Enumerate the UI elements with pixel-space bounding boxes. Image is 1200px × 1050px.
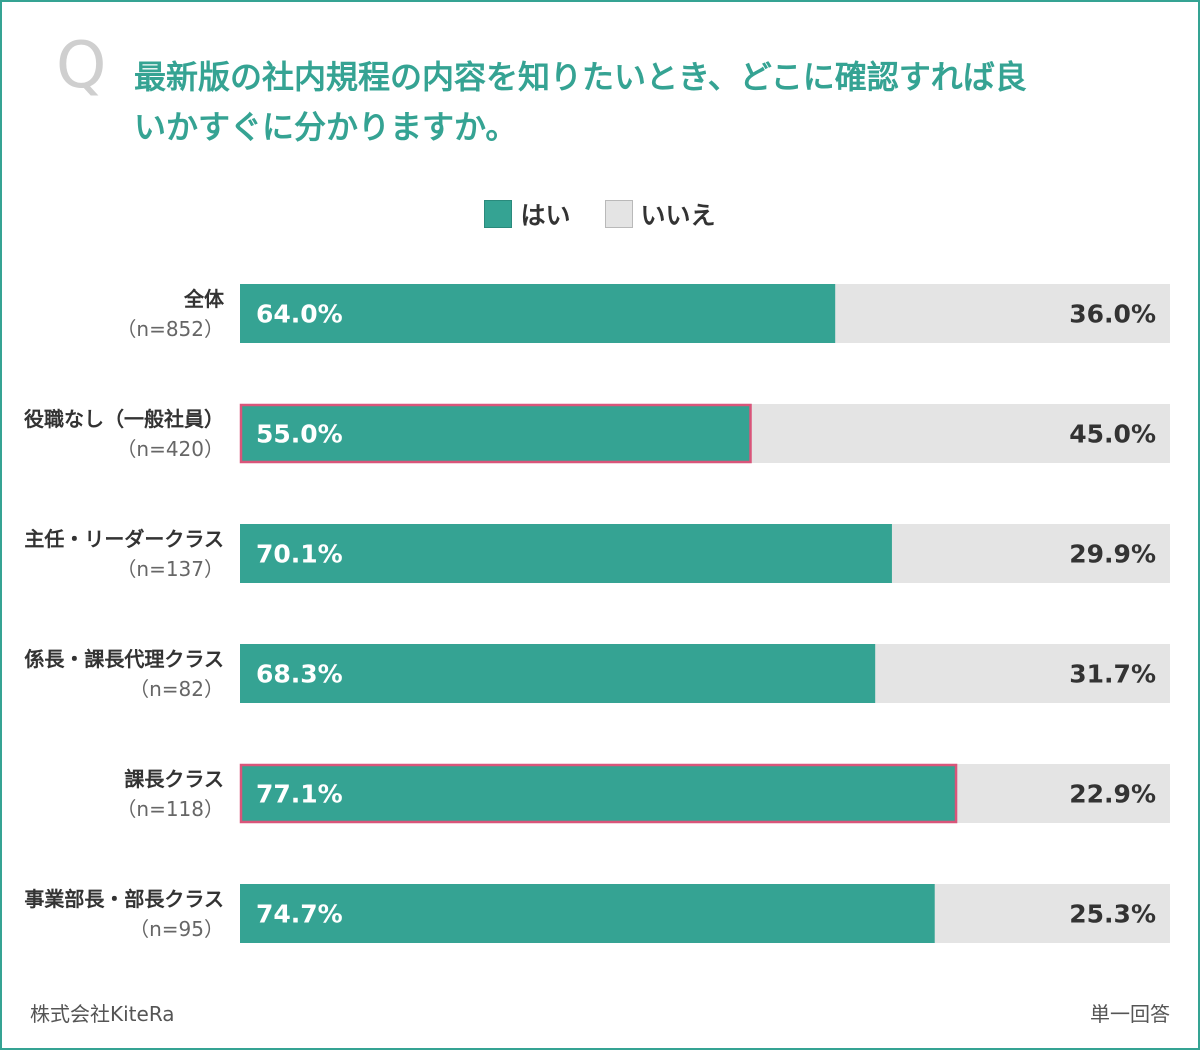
value-label-no-2: 45.0% (1069, 420, 1156, 449)
value-label-yes-3: 70.1% (256, 540, 343, 569)
question-title: 最新版の社内規程の内容を知りたいとき、どこに確認すれば良 いかすぐに分かりますか… (134, 52, 1144, 152)
question-line-1: 最新版の社内規程の内容を知りたいとき、どこに確認すれば良 (134, 58, 1027, 96)
legend-label-no: いいえ (640, 201, 716, 230)
category-n-label-6: （n=95） (129, 917, 224, 941)
value-label-yes-6: 74.7% (256, 900, 343, 929)
question-line-2: いかすぐに分かりますか。 (134, 108, 518, 146)
category-n-label-2: （n=420） (116, 437, 224, 461)
category-label-3: 主任・リーダークラス (24, 527, 224, 551)
legend-swatch-yes (484, 200, 513, 228)
category-label-2: 役職なし（一般社員） (24, 407, 224, 431)
legend-swatch-no (604, 200, 633, 228)
category-n-label-3: （n=137） (116, 557, 224, 581)
legend-item-no: いいえ (604, 196, 716, 232)
bar-yes-4 (240, 644, 876, 703)
bar-yes-5 (240, 764, 958, 823)
value-label-yes-1: 64.0% (256, 300, 343, 329)
value-label-yes-5: 77.1% (256, 780, 343, 809)
value-label-yes-4: 68.3% (256, 660, 343, 689)
value-label-yes-2: 55.0% (256, 420, 343, 449)
bar-yes-3 (240, 524, 892, 583)
category-label-4: 係長・課長代理クラス (24, 647, 224, 671)
legend: はい いいえ (0, 196, 1200, 232)
category-n-label-4: （n=82） (129, 677, 224, 701)
bar-highlight-5 (239, 763, 958, 824)
answer-type-label: 単一回答 (1090, 1002, 1170, 1026)
value-label-no-6: 25.3% (1069, 900, 1156, 929)
category-label-1: 全体 (183, 287, 225, 311)
value-label-no-5: 22.9% (1069, 780, 1156, 809)
value-label-no-1: 36.0% (1069, 300, 1156, 329)
category-n-label-1: （n=852） (116, 317, 224, 341)
value-label-no-3: 29.9% (1069, 540, 1156, 569)
bar-yes-2 (240, 404, 752, 463)
bar-yes-1 (240, 284, 836, 343)
source-label: 株式会社KiteRa (30, 1002, 175, 1026)
bar-highlight-2 (239, 403, 752, 464)
value-label-no-4: 31.7% (1069, 660, 1156, 689)
category-label-5: 課長クラス (124, 767, 224, 791)
bar-yes-6 (240, 884, 935, 943)
category-n-label-5: （n=118） (116, 797, 224, 821)
legend-label-yes: はい (520, 201, 571, 230)
question-mark: Q (56, 29, 107, 103)
legend-item-yes: はい (484, 196, 571, 232)
category-label-6: 事業部長・部長クラス (24, 887, 224, 911)
